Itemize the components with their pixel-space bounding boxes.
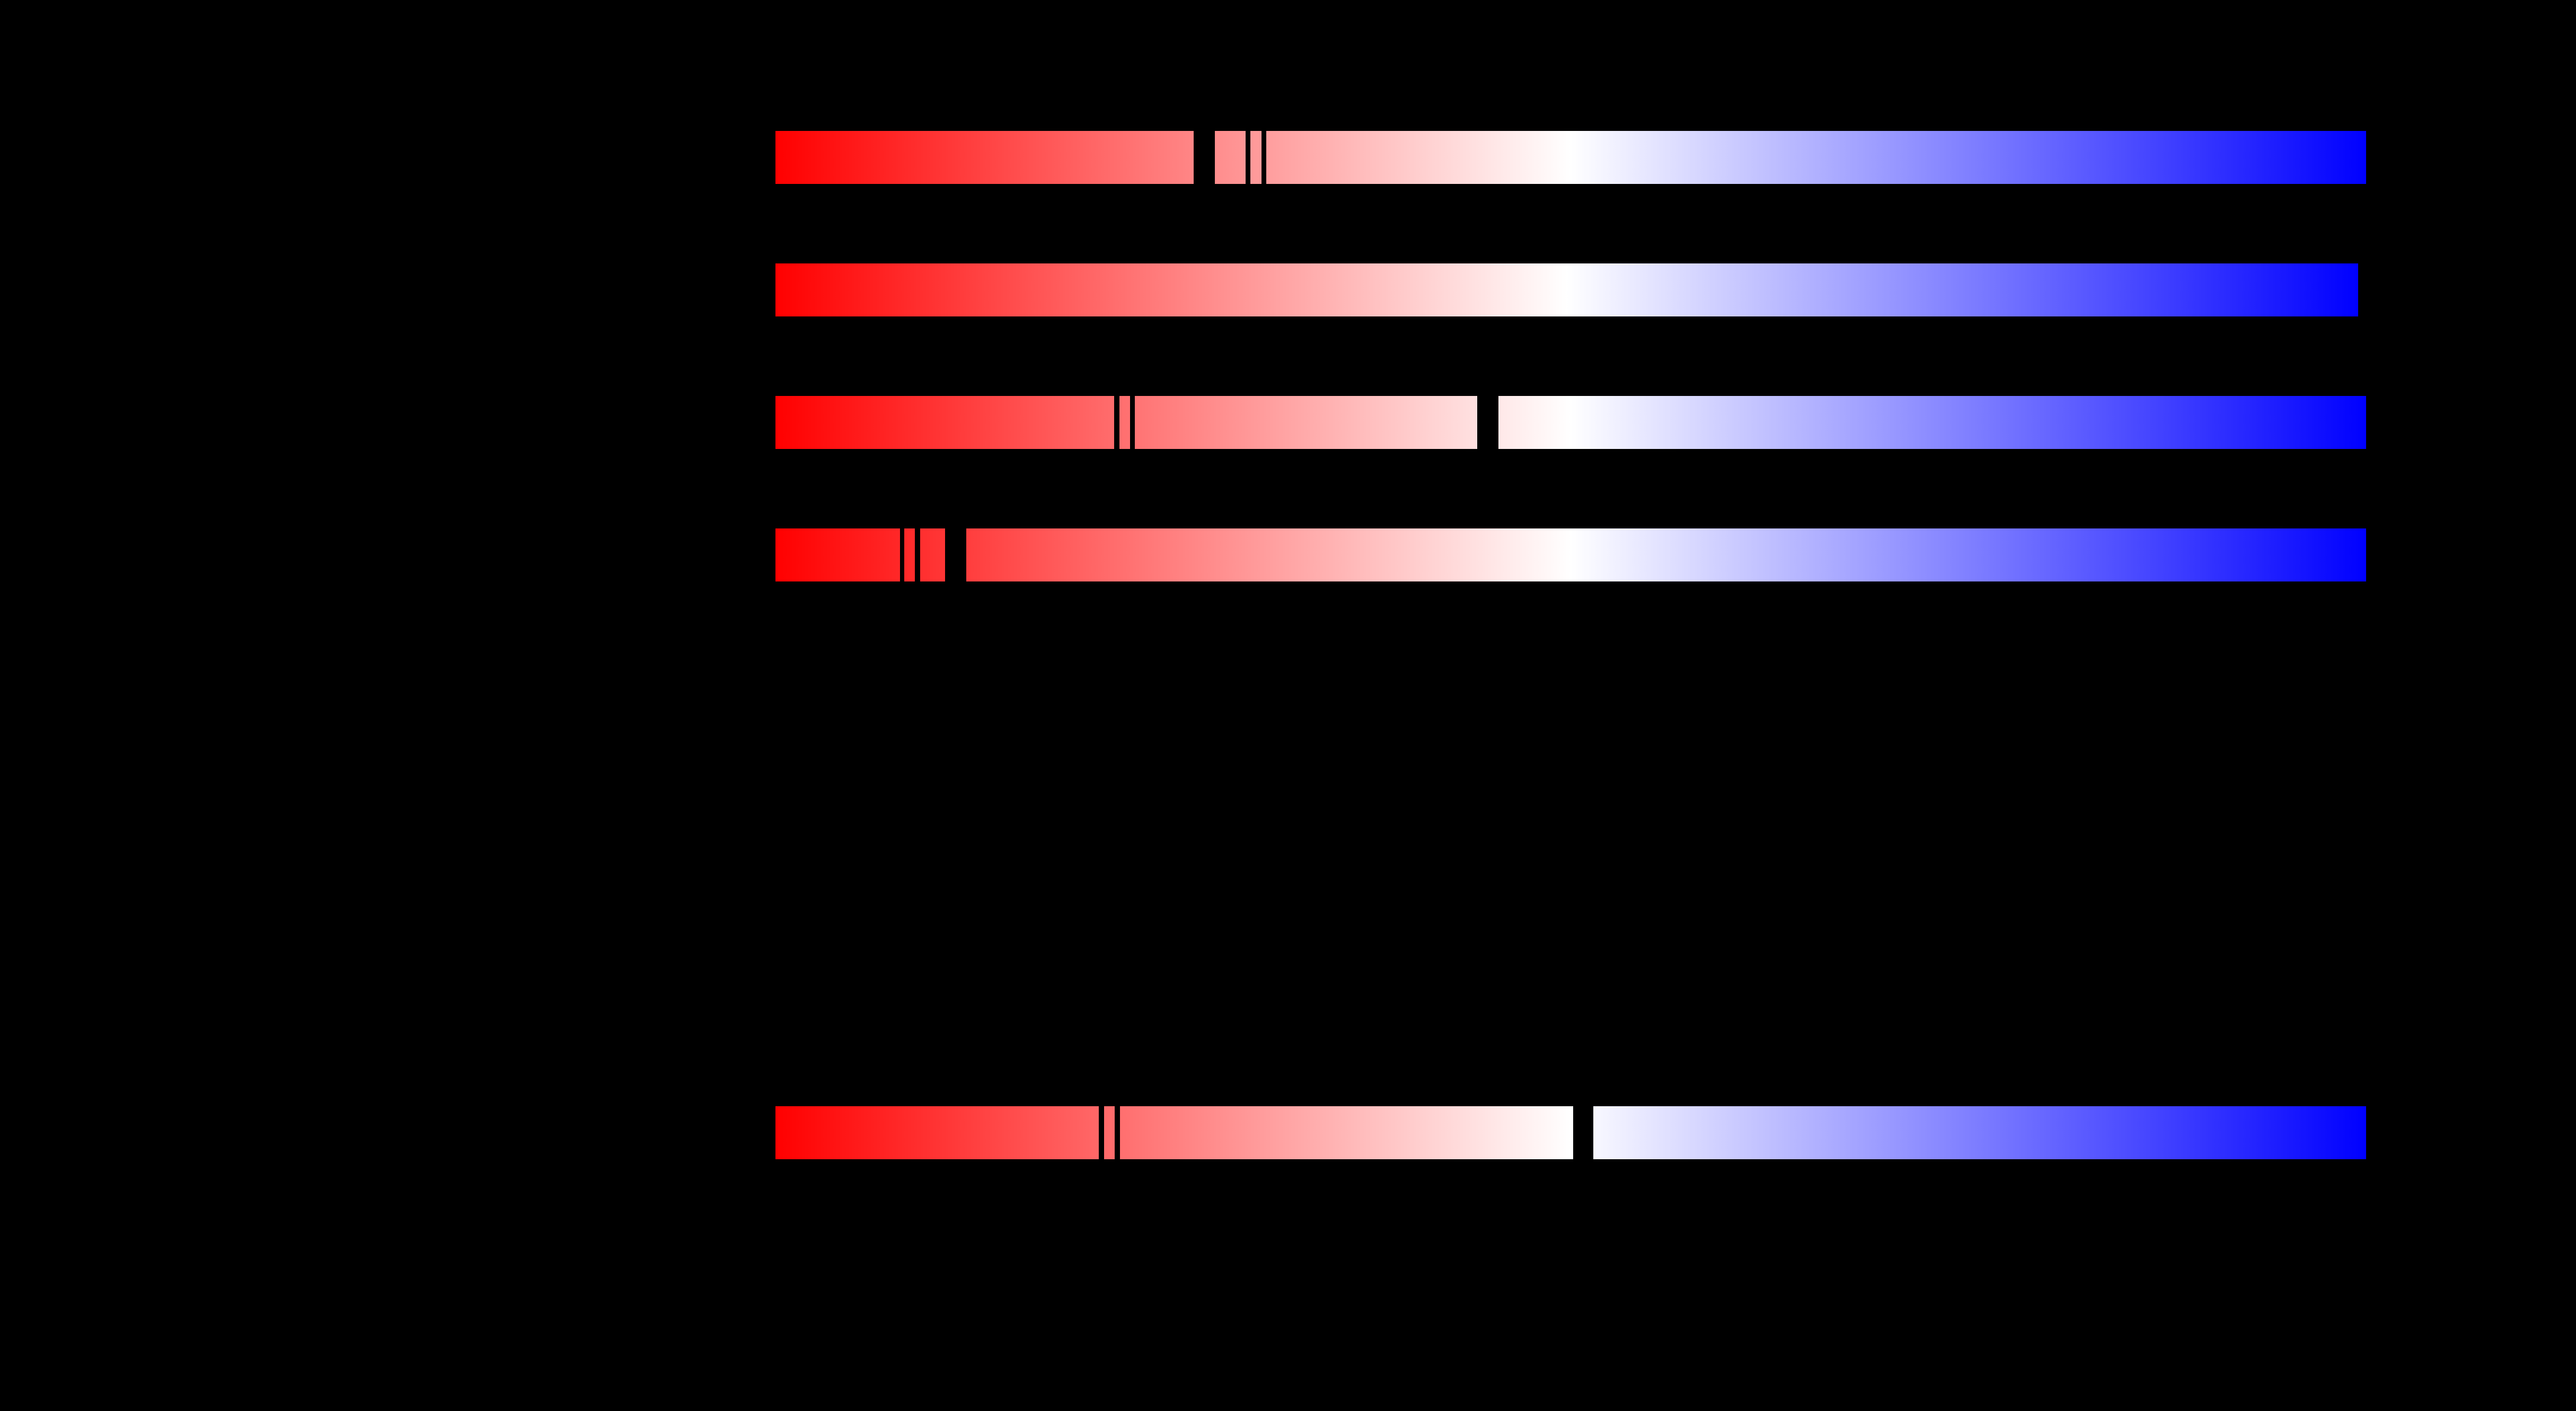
bar-break-gap — [1246, 130, 1250, 184]
bar-break-gap — [900, 527, 904, 582]
bar-break-gap — [1477, 395, 1498, 449]
bar-break-gap — [1261, 130, 1266, 184]
bar-break-gap — [1573, 1105, 1593, 1160]
bar-break-gap — [915, 527, 920, 582]
gradient-bar-2 — [775, 263, 2358, 316]
gradient-bar-3 — [775, 395, 2366, 449]
gradient-bar-4 — [775, 527, 2366, 582]
bar-break-gap — [1130, 395, 1135, 449]
bar-break-gap — [1194, 130, 1215, 184]
bar-break-gap — [1098, 1105, 1104, 1160]
bar-break-gap — [945, 527, 966, 582]
bar-break-gap — [1115, 1105, 1120, 1160]
bar-break-gap — [1114, 395, 1119, 449]
gradient-bar-1 — [775, 130, 2366, 184]
gradient-bar-5 — [775, 1105, 2366, 1160]
